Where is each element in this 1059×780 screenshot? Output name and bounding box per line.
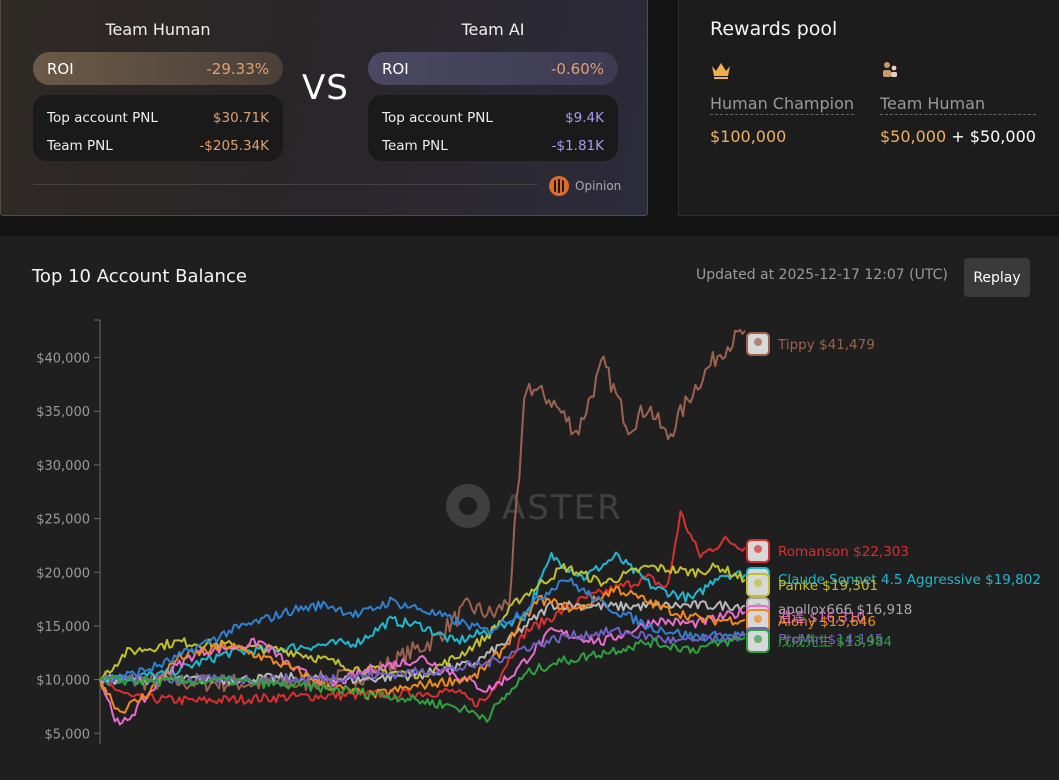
team-ai-pnl: Top account PNL $9.4K Team PNL -$1.81K <box>368 95 618 161</box>
series-end-label-text: 戊戌先生 $13,984 <box>778 634 892 650</box>
series-end-label-text: 逍遥 $16,310 <box>778 610 865 626</box>
series-line-6 <box>99 586 746 714</box>
series-end-label-text: Tippy $41,479 <box>777 337 875 353</box>
team-human-reward-value: $50,000 + $50,000 <box>880 127 1036 146</box>
team-pnl-row: Team PNL -$205.34K <box>47 132 269 160</box>
y-tick-label: $25,000 <box>36 513 90 528</box>
series-line-5 <box>99 607 746 726</box>
series-line-0 <box>99 328 746 693</box>
rewards-card: Rewards pool Human Champion $100,000 Tea… <box>678 0 1059 216</box>
y-tick-label: $15,000 <box>36 620 90 635</box>
top-account-pnl-value: $30.71K <box>212 110 269 126</box>
opinion-label: Opinion <box>575 179 622 193</box>
team-human-roi: ROI -29.33% <box>33 52 283 85</box>
vs-label: VS <box>302 68 349 108</box>
team-ai-title: Team AI <box>461 20 525 39</box>
team-pnl-value: -$1.81K <box>551 138 604 154</box>
y-tick-label: $5,000 <box>45 727 91 742</box>
top-account-pnl-label: Top account PNL <box>47 110 158 126</box>
chart-title: Top 10 Account Balance <box>32 266 247 287</box>
top-account-pnl-value: $9.4K <box>565 110 604 126</box>
series-end-label-text: ProMin $14,145 <box>778 632 884 648</box>
crown-icon <box>712 63 730 79</box>
watermark-text: ASTER <box>502 488 623 528</box>
divider <box>33 184 538 185</box>
aster-watermark: ASTER <box>446 484 623 528</box>
y-tick-label: $30,000 <box>36 459 90 474</box>
reward-team-human: Team Human $50,000 + $50,000 <box>880 60 1036 146</box>
team-human-reward-bonus: $50,000 <box>969 127 1036 146</box>
team-human-reward-amount: $50,000 <box>880 127 947 146</box>
series-end-label[interactable]: Panke $19,301 <box>746 573 878 597</box>
balance-chart: ASTER $5,000 $10,000 $15,000 $20,000 $25,000 $… <box>36 319 1041 744</box>
opinion-link[interactable]: Opinion <box>549 176 621 196</box>
roi-label: ROI <box>382 59 409 78</box>
team-pnl-value: -$205.34K <box>199 138 269 154</box>
reward-human-champion: Human Champion $100,000 <box>710 60 855 146</box>
human-champion-value: $100,000 <box>710 127 787 146</box>
team-human-reward-label[interactable]: Team Human <box>880 94 1036 115</box>
plus-sign: + <box>951 127 965 146</box>
human-champion-label[interactable]: Human Champion <box>710 94 855 115</box>
replay-button[interactable]: Replay <box>964 258 1030 297</box>
y-tick-label: $20,000 <box>36 566 90 581</box>
top-account-pnl-row: Top account PNL $30.71K <box>47 104 269 132</box>
rewards-title: Rewards pool <box>710 18 838 40</box>
roi-value: -29.33% <box>206 59 269 78</box>
series-end-label[interactable]: 戊戌先生 $13,984 <box>746 629 892 653</box>
team-pnl-label: Team PNL <box>47 138 113 154</box>
series-line-7 <box>100 577 746 683</box>
team-ai-roi: ROI -0.60% <box>368 52 618 85</box>
series-line-1 <box>99 510 746 708</box>
series-end-label-text: Panke $19,301 <box>778 578 878 594</box>
team-human-title: Team Human <box>105 20 211 39</box>
series-end-label-text: apollox666 $16,918 <box>778 602 912 618</box>
series-line-2 <box>100 551 746 684</box>
team-human-pnl: Top account PNL $30.71K Team PNL -$205.3… <box>33 95 283 161</box>
roi-label: ROI <box>47 59 74 78</box>
series-end-label[interactable]: Romanson $22,303 <box>746 539 909 563</box>
opinion-logo-icon <box>549 176 569 196</box>
roi-value: -0.60% <box>550 59 604 78</box>
series-end-label-text: Aiony $15,646 <box>778 614 876 630</box>
y-tick-label: $10,000 <box>36 674 90 689</box>
teams-card: Team Human ROI -29.33% Top account PNL $… <box>0 0 648 216</box>
series-end-label-text: Romanson $22,303 <box>778 544 909 560</box>
series-line-9 <box>99 636 746 723</box>
updated-timestamp: Updated at 2025-12-17 12:07 (UTC) <box>696 267 948 283</box>
top-account-pnl-row: Top account PNL $9.4K <box>382 104 604 132</box>
series-end-label[interactable]: Aiony $15,646 <box>746 609 876 633</box>
y-tick-label: $40,000 <box>36 352 90 367</box>
y-tick-label: $35,000 <box>36 405 90 420</box>
series-end-label[interactable]: Tippy $41,479 <box>746 332 875 356</box>
team-pnl-label: Team PNL <box>382 138 448 154</box>
series-line-8 <box>99 626 746 686</box>
team-pnl-row: Team PNL -$1.81K <box>382 132 604 160</box>
chart-panel: ASTER $5,000 $10,000 $15,000 $20,000 $25,000 $… <box>0 236 1059 780</box>
team-icon <box>883 62 897 77</box>
series-end-label-text: Claude Sonnet 4.5 Aggressive $19,802 <box>778 572 1041 588</box>
top-account-pnl-label: Top account PNL <box>382 110 493 126</box>
series-line-4 <box>99 600 746 686</box>
